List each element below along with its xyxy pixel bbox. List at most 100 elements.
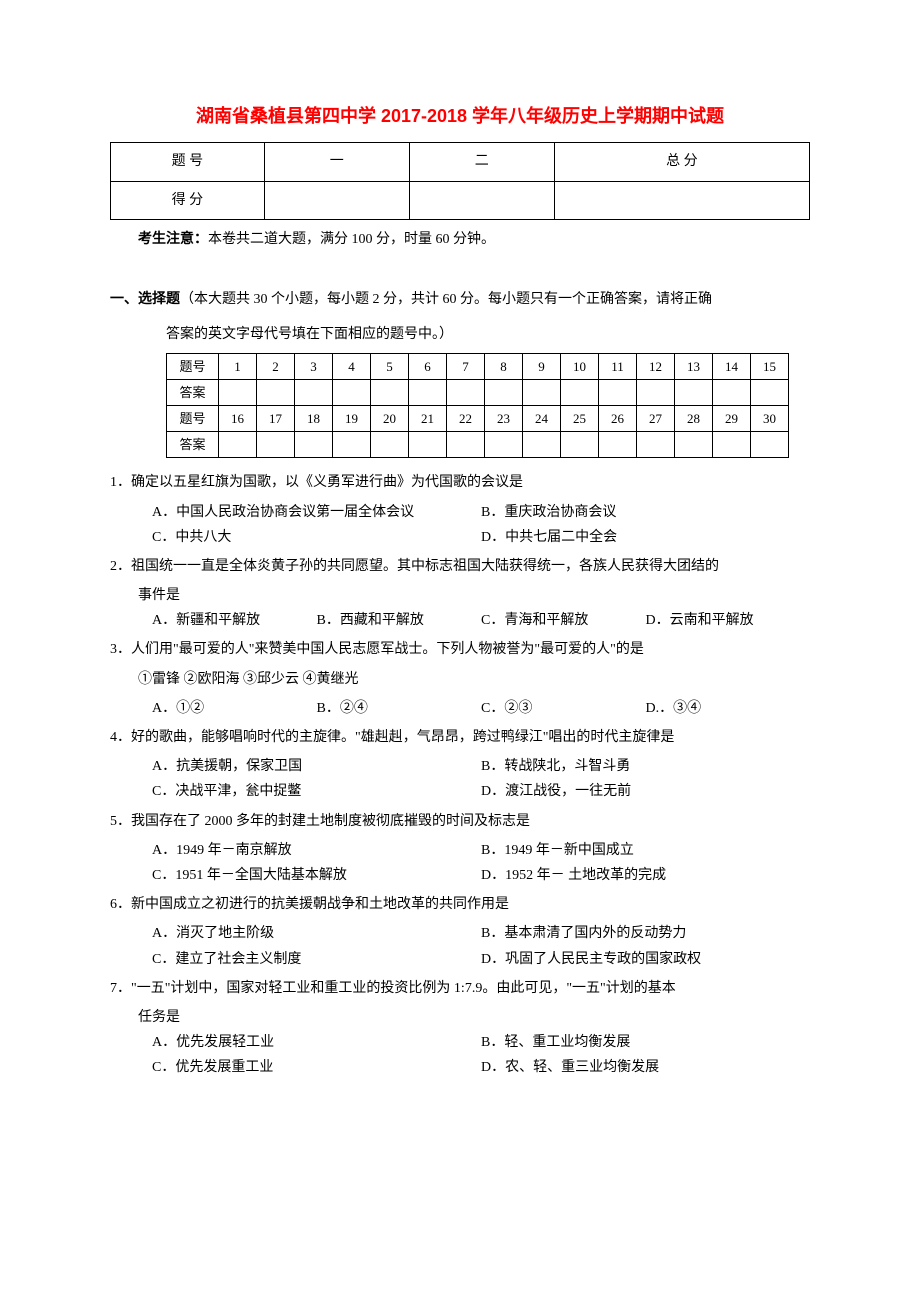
- cell: [523, 380, 561, 406]
- option-a: A．1949 年－南京解放: [152, 838, 481, 863]
- cell: 9: [523, 354, 561, 380]
- table-row: 题号 16 17 18 19 20 21 22 23 24 25 26 27 2…: [167, 406, 789, 432]
- cell: 29: [713, 406, 751, 432]
- option-c: C．青海和平解放: [481, 608, 646, 633]
- table-row: 题 号 一 二 总 分: [111, 143, 810, 181]
- cell: 答案: [167, 380, 219, 406]
- cell: [447, 432, 485, 458]
- note-label: 考生注意：: [138, 230, 208, 246]
- cell: 23: [485, 406, 523, 432]
- cell: 题号: [167, 406, 219, 432]
- option-d: D．云南和平解放: [646, 608, 811, 633]
- question-4: 4．好的歌曲，能够唱响时代的主旋律。"雄赳赳，气昂昂，跨过鸭绿江"唱出的时代主旋…: [110, 725, 810, 750]
- option-a: A．抗美援朝，保家卫国: [152, 754, 481, 779]
- section-desc-line2: 答案的英文字母代号填在下面相应的题号中。）: [166, 322, 810, 347]
- option-d: D．农、轻、重三业均衡发展: [481, 1055, 810, 1080]
- cell: [675, 432, 713, 458]
- cell: [751, 380, 789, 406]
- cell: 17: [257, 406, 295, 432]
- cell: 18: [295, 406, 333, 432]
- option-b: B．西藏和平解放: [317, 608, 482, 633]
- option-d: D.．③④: [646, 696, 811, 721]
- cell: [409, 181, 554, 219]
- q7-line2: 任务是: [138, 1005, 810, 1030]
- cell: [333, 432, 371, 458]
- cell: [554, 181, 809, 219]
- cell: 6: [409, 354, 447, 380]
- cell: 24: [523, 406, 561, 432]
- cell: 19: [333, 406, 371, 432]
- exam-note: 考生注意：本卷共二道大题，满分 100 分，时量 60 分钟。: [138, 226, 810, 252]
- q4-options: A．抗美援朝，保家卫国 B．转战陕北，斗智斗勇 C．决战平津，瓮中捉鳖 D．渡江…: [152, 754, 810, 804]
- cell: [675, 380, 713, 406]
- option-c: C．决战平津，瓮中捉鳖: [152, 779, 481, 804]
- cell: [219, 380, 257, 406]
- option-c: C．建立了社会主义制度: [152, 947, 481, 972]
- cell: [599, 380, 637, 406]
- cell: [295, 380, 333, 406]
- option-d: D．巩固了人民民主专政的国家政权: [481, 947, 810, 972]
- cell: 4: [333, 354, 371, 380]
- q6-options: A．消灭了地主阶级 B．基本肃清了国内外的反动势力 C．建立了社会主义制度 D．…: [152, 921, 810, 971]
- table-row: 答案: [167, 432, 789, 458]
- option-b: B．轻、重工业均衡发展: [481, 1030, 810, 1055]
- option-b: B．基本肃清了国内外的反动势力: [481, 921, 810, 946]
- cell: [751, 432, 789, 458]
- cell: 8: [485, 354, 523, 380]
- cell: [485, 380, 523, 406]
- table-row: 答案: [167, 380, 789, 406]
- option-c: C．②③: [481, 696, 646, 721]
- cell: [599, 432, 637, 458]
- cell: 11: [599, 354, 637, 380]
- option-c: C．中共八大: [152, 525, 481, 550]
- cell: [264, 181, 409, 219]
- question-2: 2．祖国统一一直是全体炎黄子孙的共同愿望。其中标志祖国大陆获得统一，各族人民获得…: [110, 554, 810, 579]
- option-a: A．中国人民政治协商会议第一届全体会议: [152, 500, 481, 525]
- cell: 30: [751, 406, 789, 432]
- question-3: 3．人们用"最可爱的人"来赞美中国人民志愿军战士。下列人物被誉为"最可爱的人"的…: [110, 637, 810, 662]
- q3-options: A．①② B．②④ C．②③ D.．③④: [152, 696, 810, 721]
- cell: [447, 380, 485, 406]
- option-d: D．中共七届二中全会: [481, 525, 810, 550]
- cell: 25: [561, 406, 599, 432]
- cell: 二: [409, 143, 554, 181]
- cell: [561, 380, 599, 406]
- cell: 5: [371, 354, 409, 380]
- cell: 12: [637, 354, 675, 380]
- option-a: A．优先发展轻工业: [152, 1030, 481, 1055]
- option-b: B．②④: [317, 696, 482, 721]
- cell: [561, 432, 599, 458]
- cell: 15: [751, 354, 789, 380]
- cell: 16: [219, 406, 257, 432]
- cell: [485, 432, 523, 458]
- option-d: D．1952 年－ 土地改革的完成: [481, 863, 810, 888]
- cell: 2: [257, 354, 295, 380]
- option-d: D．渡江战役，一往无前: [481, 779, 810, 804]
- cell: [219, 432, 257, 458]
- cell: [371, 380, 409, 406]
- cell: 20: [371, 406, 409, 432]
- question-6: 6．新中国成立之初进行的抗美援朝战争和土地改革的共同作用是: [110, 892, 810, 917]
- option-c: C．1951 年－全国大陆基本解放: [152, 863, 481, 888]
- cell: [637, 380, 675, 406]
- cell: 26: [599, 406, 637, 432]
- cell: 13: [675, 354, 713, 380]
- cell: [257, 380, 295, 406]
- cell: 27: [637, 406, 675, 432]
- cell: 总 分: [554, 143, 809, 181]
- cell: 10: [561, 354, 599, 380]
- option-a: A．新疆和平解放: [152, 608, 317, 633]
- q2-line2: 事件是: [138, 583, 810, 608]
- note-text: 本卷共二道大题，满分 100 分，时量 60 分钟。: [208, 232, 495, 247]
- table-row: 得 分: [111, 181, 810, 219]
- cell: 题号: [167, 354, 219, 380]
- cell: [713, 380, 751, 406]
- question-5: 5．我国存在了 2000 多年的封建土地制度被彻底摧毁的时间及标志是: [110, 809, 810, 834]
- cell: 得 分: [111, 181, 265, 219]
- section-label: 一、选择题: [110, 290, 180, 306]
- question-7: 7．"一五"计划中，国家对轻工业和重工业的投资比例为 1:7.9。由此可见，"一…: [110, 976, 810, 1001]
- cell: [713, 432, 751, 458]
- question-1: 1．确定以五星红旗为国歌，以《义勇军进行曲》为代国歌的会议是: [110, 470, 810, 495]
- q2-options: A．新疆和平解放 B．西藏和平解放 C．青海和平解放 D．云南和平解放: [152, 608, 810, 633]
- cell: [371, 432, 409, 458]
